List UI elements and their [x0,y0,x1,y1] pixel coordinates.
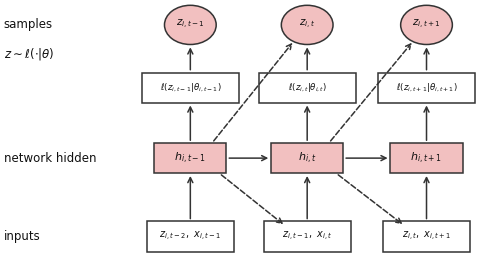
Text: network hidden: network hidden [4,152,96,165]
Bar [154,143,226,173]
Text: $z \sim \ell(\cdot|\theta)$: $z \sim \ell(\cdot|\theta)$ [4,46,54,62]
Text: $h_{i,t-1}$: $h_{i,t-1}$ [174,150,206,166]
Text: samples: samples [4,18,53,31]
Text: $z_{i,t-2},\ x_{i,t-1}$: $z_{i,t-2},\ x_{i,t-1}$ [159,230,222,243]
Ellipse shape [164,5,216,45]
Bar [147,221,234,252]
Text: $z_{i,t+1}$: $z_{i,t+1}$ [412,18,441,31]
Text: $z_{i,t},\ x_{i,t+1}$: $z_{i,t},\ x_{i,t+1}$ [402,230,452,243]
Text: $z_{i,t-1},\ x_{i,t}$: $z_{i,t-1},\ x_{i,t}$ [282,230,333,243]
Bar [383,221,470,252]
Ellipse shape [400,5,452,45]
Text: $z_{i,t-1}$: $z_{i,t-1}$ [176,18,205,31]
Bar [378,73,475,103]
Bar [142,73,239,103]
Bar [264,221,350,252]
Text: $h_{i,t+1}$: $h_{i,t+1}$ [410,150,442,166]
Ellipse shape [282,5,333,45]
Text: inputs: inputs [4,230,41,243]
Bar [258,73,356,103]
Text: $\ell(z_{i,t-1}|\theta_{i,t-1})$: $\ell(z_{i,t-1}|\theta_{i,t-1})$ [160,81,221,94]
Bar [390,143,462,173]
Bar [271,143,343,173]
Text: $\ell(z_{i,t+1}|\theta_{i,t+1})$: $\ell(z_{i,t+1}|\theta_{i,t+1})$ [396,81,458,94]
Text: $h_{i,t}$: $h_{i,t}$ [298,150,316,166]
Text: $\ell(z_{i,t}|\theta_{i,t})$: $\ell(z_{i,t}|\theta_{i,t})$ [288,81,327,94]
Text: $z_{i,t}$: $z_{i,t}$ [299,18,316,31]
